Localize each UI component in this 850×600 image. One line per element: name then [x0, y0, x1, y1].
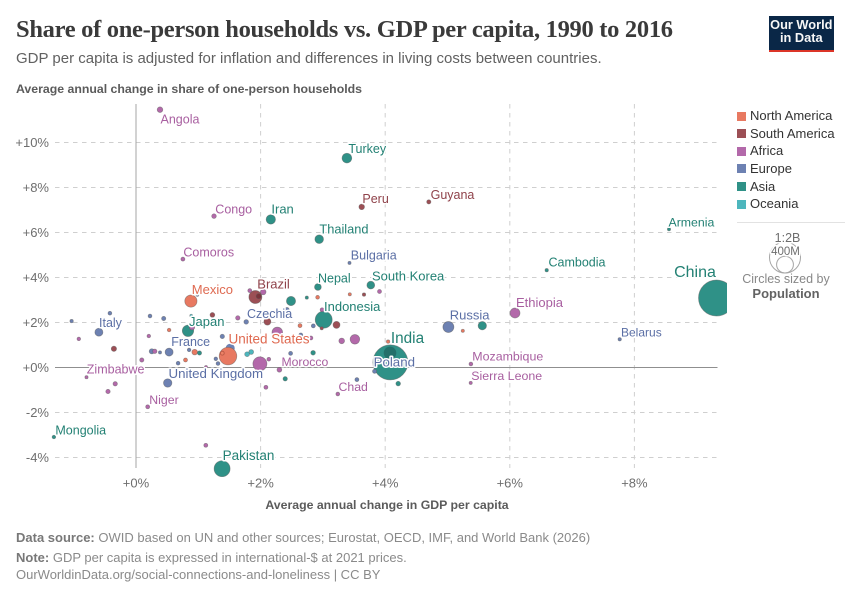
- svg-text:Mozambique: Mozambique: [472, 349, 543, 363]
- svg-text:Brazil: Brazil: [257, 276, 290, 291]
- svg-text:1:2B: 1:2B: [775, 231, 801, 245]
- svg-text:Thailand: Thailand: [319, 221, 368, 236]
- svg-text:+8%: +8%: [621, 475, 648, 490]
- svg-text:Czechia: Czechia: [247, 307, 292, 321]
- svg-text:Mongolia: Mongolia: [55, 423, 106, 437]
- svg-text:Chad: Chad: [339, 380, 369, 394]
- svg-text:+0%: +0%: [123, 475, 150, 490]
- svg-text:France: France: [171, 335, 210, 349]
- svg-text:Angola: Angola: [161, 112, 200, 126]
- svg-text:Nepal: Nepal: [318, 271, 351, 285]
- svg-text:United Kingdom: United Kingdom: [169, 366, 264, 381]
- svg-text:+6%: +6%: [23, 225, 50, 240]
- svg-text:China: China: [674, 264, 716, 281]
- svg-text:Guyana: Guyana: [431, 188, 475, 202]
- svg-text:India: India: [391, 330, 425, 347]
- svg-text:+2%: +2%: [23, 315, 50, 330]
- svg-text:Iran: Iran: [271, 201, 293, 216]
- svg-text:Poland: Poland: [374, 354, 415, 369]
- svg-text:Peru: Peru: [362, 192, 388, 206]
- svg-text:South Korea: South Korea: [372, 269, 445, 284]
- svg-text:Turkey: Turkey: [348, 142, 386, 156]
- svg-text:Japan: Japan: [189, 314, 224, 329]
- svg-text:Average annual change in GDP p: Average annual change in GDP per capita: [265, 498, 508, 512]
- svg-text:+8%: +8%: [23, 180, 50, 195]
- svg-text:400M: 400M: [771, 246, 800, 258]
- svg-text:Ethiopia: Ethiopia: [516, 295, 564, 310]
- svg-text:-2%: -2%: [26, 405, 50, 420]
- svg-text:Cambodia: Cambodia: [549, 255, 606, 269]
- svg-text:Congo: Congo: [215, 203, 252, 217]
- svg-text:+6%: +6%: [497, 475, 524, 490]
- svg-text:+0%: +0%: [23, 360, 50, 375]
- svg-text:Morocco: Morocco: [282, 355, 329, 369]
- svg-text:Armenia: Armenia: [669, 216, 715, 230]
- svg-text:Italy: Italy: [99, 316, 123, 330]
- svg-text:+4%: +4%: [372, 475, 399, 490]
- svg-text:United States: United States: [229, 332, 310, 347]
- svg-text:Comoros: Comoros: [183, 245, 234, 259]
- svg-text:Bulgaria: Bulgaria: [351, 249, 397, 263]
- svg-text:Niger: Niger: [149, 393, 178, 407]
- svg-text:-4%: -4%: [26, 450, 50, 465]
- svg-text:Zimbabwe: Zimbabwe: [87, 363, 145, 377]
- svg-text:Pakistan: Pakistan: [223, 448, 275, 463]
- svg-text:Belarus: Belarus: [621, 326, 662, 340]
- svg-text:+10%: +10%: [15, 135, 49, 150]
- svg-text:Sierra Leone: Sierra Leone: [471, 369, 542, 383]
- svg-text:Mexico: Mexico: [192, 282, 233, 297]
- svg-text:Indonesia: Indonesia: [324, 299, 381, 314]
- svg-text:+2%: +2%: [247, 475, 274, 490]
- svg-text:+4%: +4%: [23, 270, 50, 285]
- svg-text:Russia: Russia: [450, 308, 491, 323]
